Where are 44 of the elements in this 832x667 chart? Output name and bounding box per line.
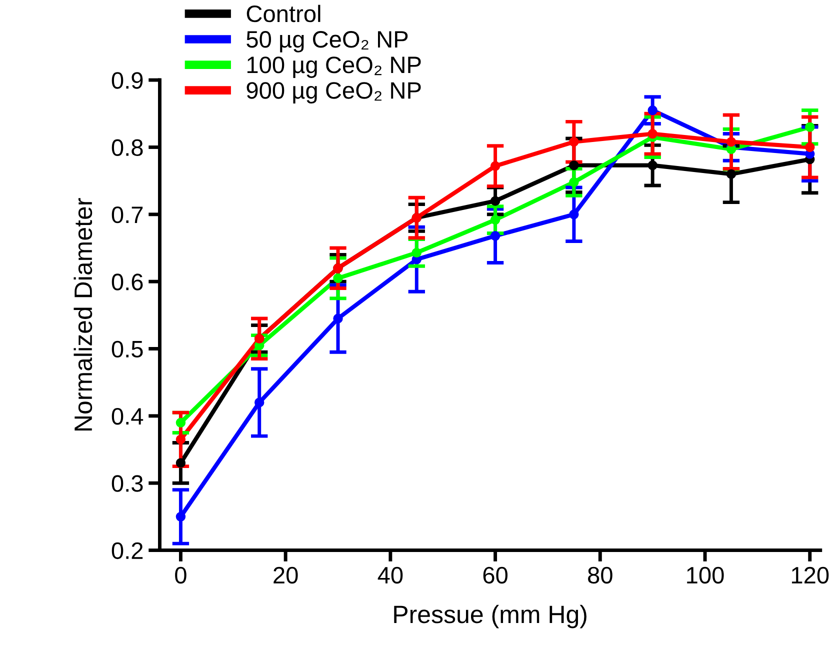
point [490, 231, 500, 241]
x-tick-label: 100 [687, 566, 724, 584]
point [254, 398, 264, 408]
point [726, 136, 736, 147]
point [176, 434, 186, 444]
point [648, 160, 658, 170]
x-tick-label: 0 [175, 566, 186, 584]
legend-label: 50 µg CeO₂ NP [246, 31, 408, 52]
x-tick-label: 60 [483, 566, 508, 584]
x-axis-title: Pressue (mm Hg) [394, 604, 586, 628]
point [176, 418, 186, 428]
point [490, 196, 500, 206]
y-tick-label: 0.2 [112, 542, 143, 560]
point [648, 105, 658, 116]
point [805, 122, 815, 132]
x-tick-label: 120 [792, 566, 829, 584]
x-tick-label: 40 [378, 566, 403, 584]
y-axis-title: Normalized Diameter [74, 198, 92, 430]
point [176, 512, 186, 522]
point [648, 128, 658, 139]
y-tick-label: 0.5 [112, 340, 143, 358]
point [805, 142, 815, 152]
y-tick-label: 0.7 [112, 206, 143, 224]
legend-label: 900 µg CeO₂ NP [246, 82, 421, 104]
y-tick-label: 0.4 [112, 408, 144, 425]
point [569, 210, 579, 220]
point [176, 458, 186, 468]
point [412, 248, 422, 258]
x-tick-label: 80 [588, 566, 612, 584]
point [726, 169, 736, 179]
point [569, 160, 579, 170]
x-tick-label: 20 [274, 566, 298, 584]
legend-label: 100 µg CeO₂ NP [247, 56, 421, 78]
legend-label: Control [246, 4, 320, 22]
point [490, 161, 500, 171]
point [333, 273, 343, 284]
point [490, 214, 500, 225]
y-tick-label: 0.3 [112, 475, 143, 492]
y-tick-label: 0.9 [112, 72, 143, 89]
y-tick-label: 0.8 [112, 139, 143, 156]
point [333, 314, 343, 324]
point [569, 177, 579, 188]
point [569, 136, 579, 147]
y-tick-label: 0.6 [112, 274, 143, 290]
